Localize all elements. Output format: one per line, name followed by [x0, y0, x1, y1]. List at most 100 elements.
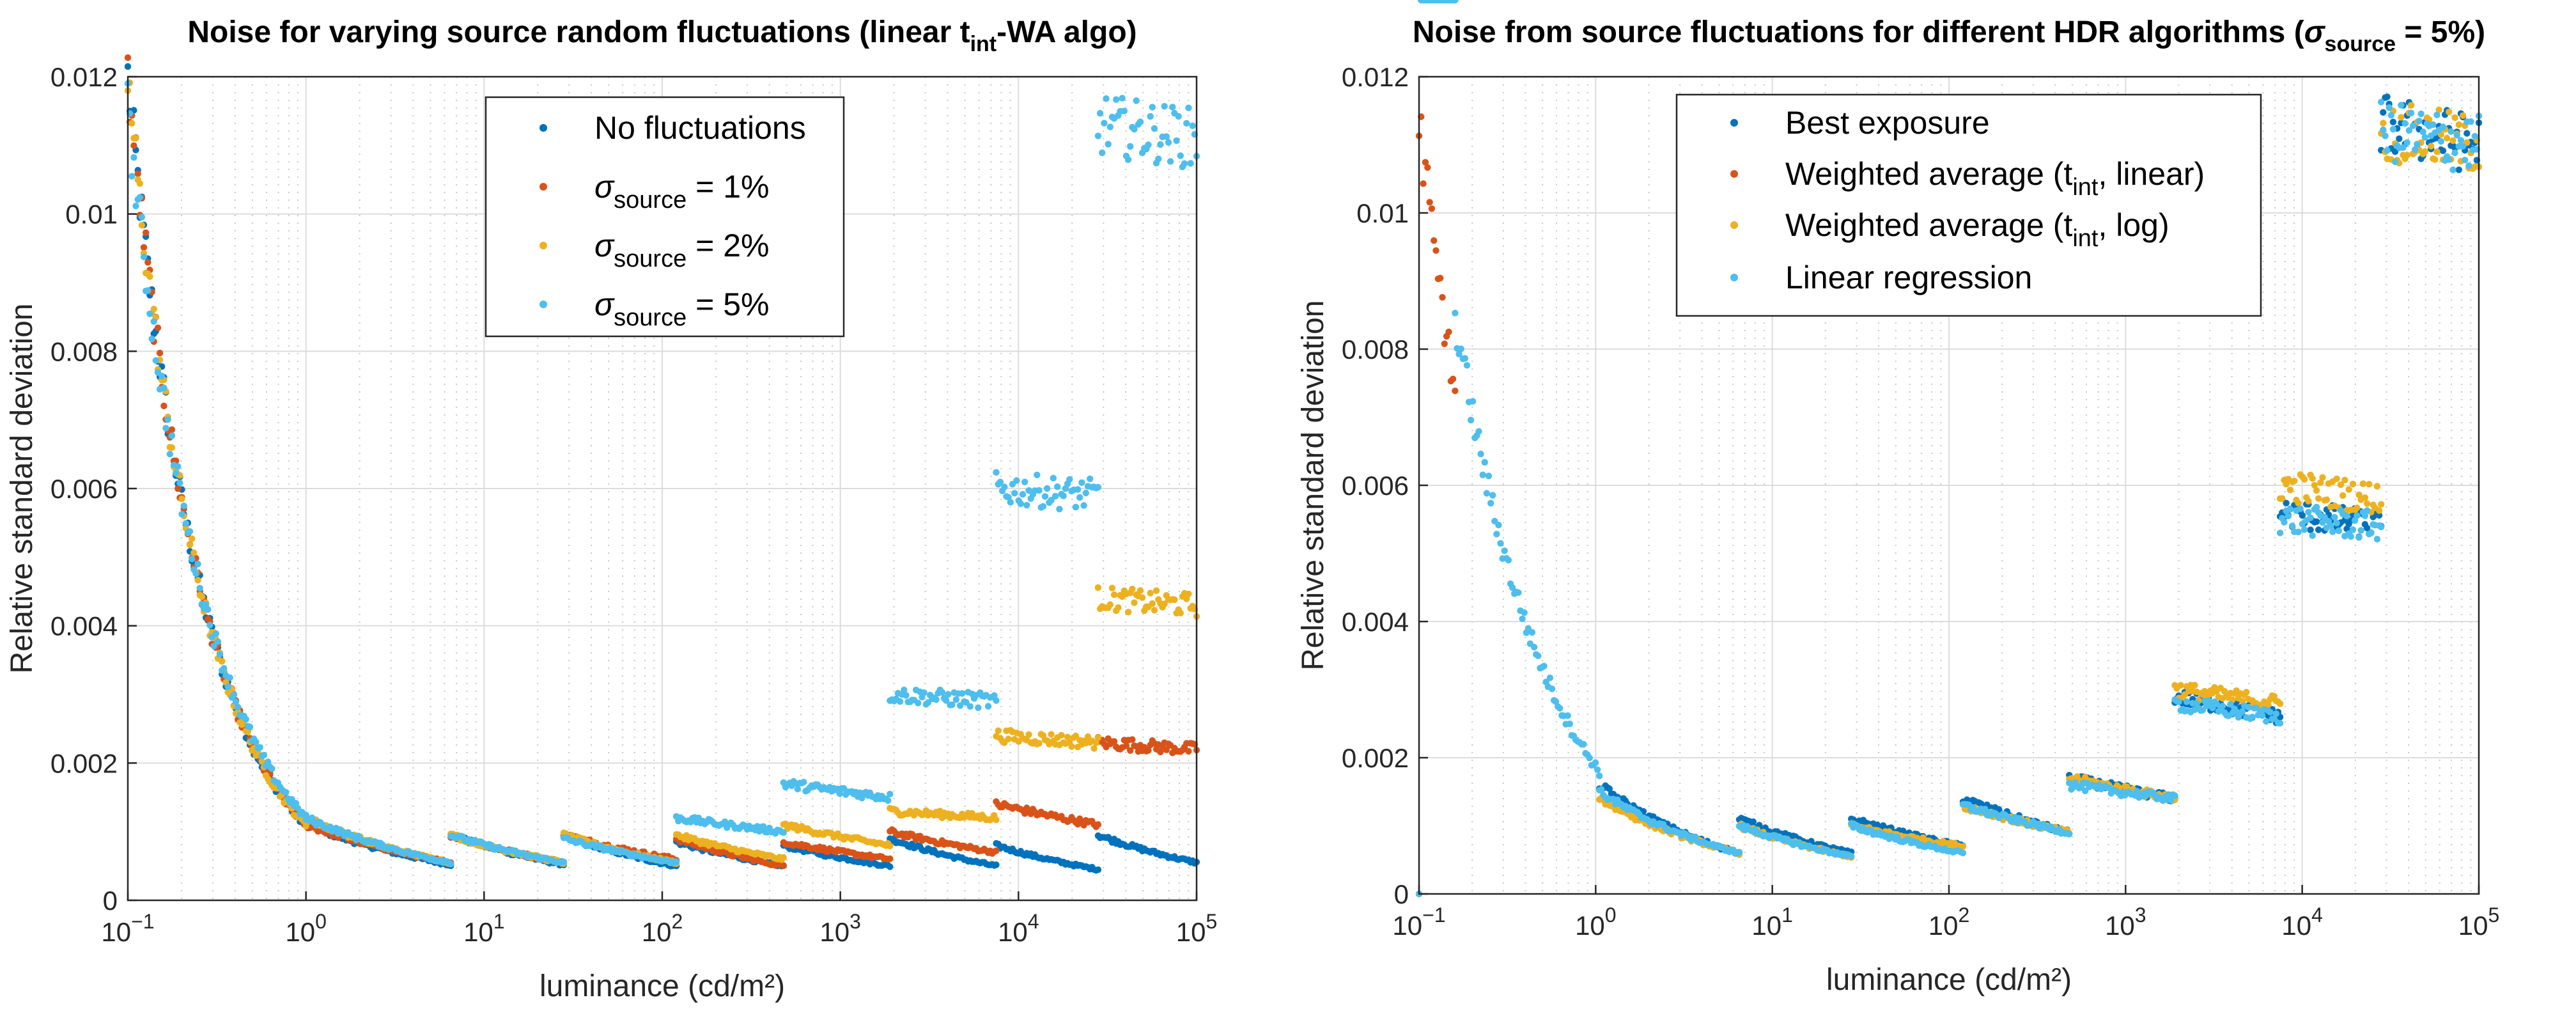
data-point [186, 542, 194, 549]
data-point [991, 692, 998, 699]
data-point [2449, 137, 2456, 145]
data-point [1050, 474, 1057, 481]
data-point [2349, 526, 2357, 533]
data-point [2327, 522, 2334, 529]
data-point [1090, 745, 1098, 752]
data-point [1129, 586, 1136, 593]
data-point [1487, 499, 1494, 507]
data-point [2462, 157, 2469, 164]
data-point [2433, 148, 2440, 155]
data-point [219, 658, 226, 665]
data-point [1479, 471, 1486, 478]
data-point [160, 384, 167, 391]
data-point [2329, 528, 2336, 535]
data-point [1094, 584, 1102, 591]
data-point [942, 697, 950, 704]
data-point [2245, 703, 2252, 711]
data-point [2313, 487, 2320, 494]
data-point [1475, 428, 1482, 435]
data-point [189, 555, 196, 563]
data-point [1092, 739, 1100, 747]
data-point [2355, 534, 2363, 541]
data-point [256, 744, 263, 751]
data-point [1606, 785, 1613, 792]
data-point [2333, 475, 2340, 482]
data-point [2384, 93, 2391, 100]
data-point [1155, 155, 1162, 162]
data-point [995, 727, 1002, 735]
data-point [1515, 589, 1522, 596]
data-point [1497, 540, 1504, 547]
y-tick-label: 0.008 [50, 336, 118, 366]
data-point [140, 253, 148, 260]
data-point [997, 478, 1004, 485]
data-point [1187, 160, 1194, 167]
data-point [887, 842, 894, 850]
legend-entry-3: Linear regression [1785, 260, 2032, 295]
data-point [1461, 355, 1469, 362]
data-point [2347, 533, 2354, 540]
data-point [1034, 471, 1041, 478]
y-tick-label: 0.002 [1342, 743, 1409, 773]
data-point [1489, 492, 1496, 499]
data-point [1056, 506, 1063, 513]
data-point [1094, 132, 1102, 139]
data-point [252, 739, 260, 746]
data-point [2279, 495, 2286, 502]
data-point [2428, 143, 2435, 150]
data-point [1149, 600, 1156, 607]
data-point [182, 520, 189, 527]
data-point [1115, 604, 1122, 611]
data-point [2276, 719, 2284, 727]
data-point [190, 549, 198, 556]
data-point [2443, 134, 2451, 142]
x-tick-label: 103 [2105, 903, 2146, 941]
data-point [1096, 110, 1104, 117]
data-point [2368, 529, 2375, 536]
data-point [993, 847, 1000, 854]
data-point [2398, 114, 2405, 121]
data-point [2433, 111, 2440, 118]
data-point [1094, 821, 1102, 828]
data-point [2191, 682, 2198, 689]
data-point [2455, 166, 2462, 173]
data-point [933, 696, 940, 703]
data-point [1060, 492, 1067, 499]
data-point [2387, 112, 2394, 119]
data-point [2455, 121, 2462, 129]
y-tick-label: 0 [1394, 879, 1409, 909]
data-point [1580, 740, 1587, 748]
data-point [2288, 522, 2296, 529]
data-point [2331, 513, 2338, 521]
data-point [2315, 526, 2322, 533]
data-point [1185, 104, 1192, 111]
data-point [2409, 122, 2417, 129]
data-point [1129, 736, 1136, 743]
data-point [1959, 849, 1967, 857]
data-point [2219, 703, 2226, 710]
legend-entry-0: Best exposure [1785, 105, 1990, 141]
data-point [134, 170, 141, 177]
data-point [1124, 609, 1132, 616]
data-point [1481, 458, 1488, 466]
data-point [2465, 162, 2472, 169]
data-point [1586, 755, 1593, 762]
x-tick-label: 101 [463, 910, 505, 947]
left-chart-panel: 10−1 100 101 102 103 104 105 0 0.002 0.004 0.006 0.… [5, 15, 1217, 1003]
data-point [1432, 247, 1439, 254]
data-point [1521, 609, 1528, 616]
data-point [2375, 507, 2383, 514]
data-point [2439, 147, 2447, 154]
data-point [2333, 519, 2340, 527]
y-tick-label: 0.006 [1342, 471, 1409, 501]
data-point [903, 692, 910, 699]
data-point [2401, 120, 2409, 127]
data-point [206, 622, 213, 629]
data-point [1025, 731, 1032, 739]
data-point [993, 817, 1000, 824]
data-point [1145, 747, 1152, 754]
data-point [915, 700, 922, 707]
data-point [2354, 512, 2361, 519]
legend-entry-0: No fluctuations [594, 110, 806, 146]
data-point [1051, 492, 1059, 500]
